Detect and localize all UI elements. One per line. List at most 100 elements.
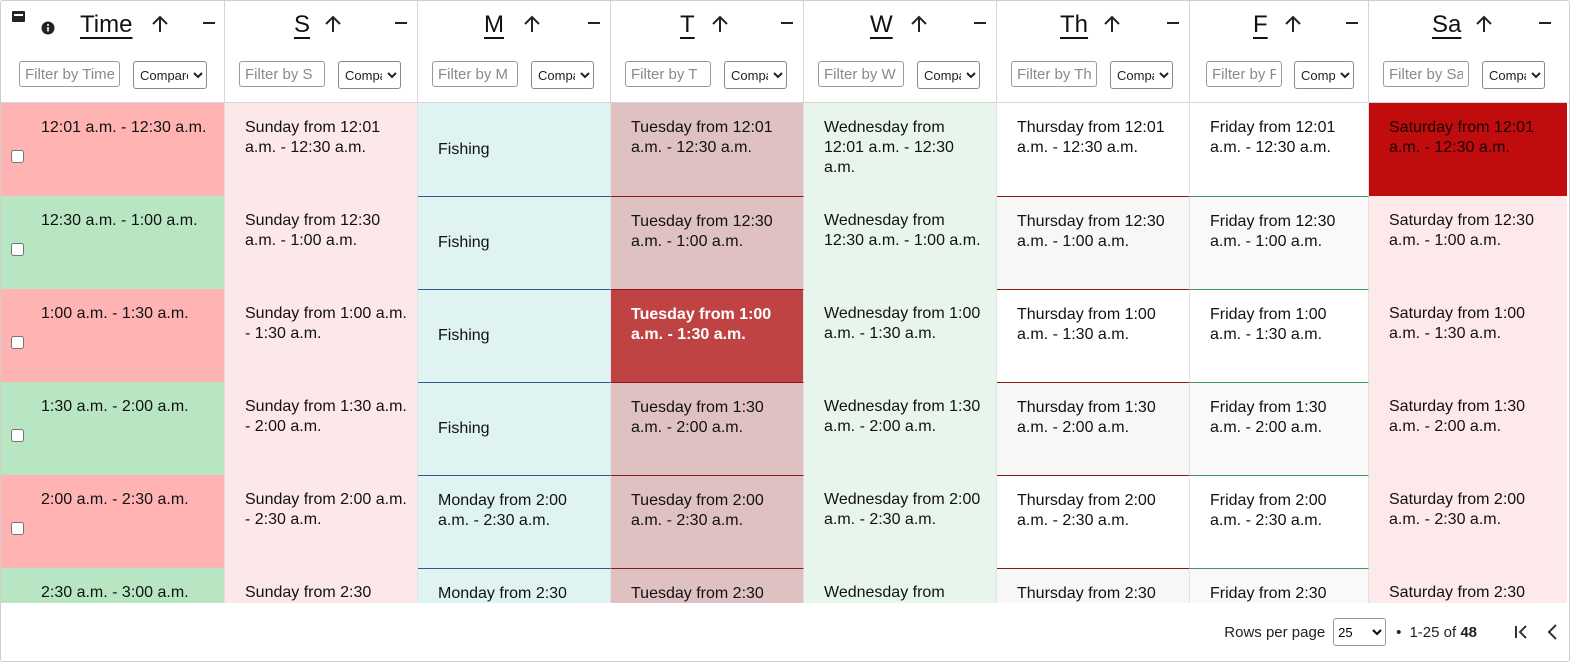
- compare-select[interactable]: Compare: [1294, 61, 1354, 89]
- cell-tuesday[interactable]: Tuesday from 2:00 a.m. - 2:30 a.m.: [611, 475, 804, 568]
- column-title[interactable]: F: [1253, 11, 1268, 38]
- table-row[interactable]: 2:30 a.m. - 3:00 a.m. Sunday from 2:30 Mon…: [1, 568, 1569, 603]
- cell-sunday[interactable]: Sunday from 12:30 a.m. - 1:00 a.m.: [225, 196, 418, 289]
- cell-friday[interactable]: Friday from 12:01 a.m. - 12:30 a.m.: [1190, 103, 1369, 196]
- collapse-column-icon[interactable]: [972, 14, 988, 32]
- sort-ascending-icon[interactable]: [322, 13, 344, 35]
- column-title[interactable]: Th: [1060, 11, 1089, 38]
- column-title[interactable]: S: [294, 11, 311, 38]
- column-filter-input[interactable]: [239, 61, 325, 87]
- compare-select[interactable]: Compare: [724, 61, 787, 89]
- cell-friday[interactable]: Friday from 12:30 a.m. - 1:00 a.m.: [1190, 196, 1369, 289]
- compare-select[interactable]: Compare: [1110, 61, 1173, 89]
- cell-sunday[interactable]: Sunday from 2:30: [225, 568, 418, 603]
- compare-select[interactable]: Compare: [531, 61, 594, 89]
- row-select-checkbox[interactable]: [11, 243, 24, 256]
- cell-monday[interactable]: Fishing: [418, 289, 611, 382]
- sort-ascending-icon[interactable]: [149, 13, 171, 35]
- sort-ascending-icon[interactable]: [908, 13, 930, 35]
- column-menu-icon[interactable]: [11, 10, 27, 24]
- rows-per-page-select[interactable]: 25: [1333, 618, 1387, 646]
- row-select-checkbox[interactable]: [11, 336, 24, 349]
- column-filter-input[interactable]: [432, 61, 518, 87]
- cell-tuesday[interactable]: Tuesday from 12:30 a.m. - 1:00 a.m.: [611, 196, 804, 289]
- cell-wednesday[interactable]: Wednesday from 2:00 a.m. - 2:30 a.m.: [804, 475, 997, 568]
- column-title[interactable]: W: [870, 11, 893, 38]
- collapse-column-icon[interactable]: [201, 14, 217, 32]
- cell-sunday[interactable]: Sunday from 2:00 a.m. - 2:30 a.m.: [225, 475, 418, 568]
- cell-tuesday[interactable]: Tuesday from 1:00 a.m. - 1:30 a.m.: [611, 289, 804, 382]
- cell-monday[interactable]: Monday from 2:00 a.m. - 2:30 a.m.: [418, 475, 611, 568]
- compare-select[interactable]: Compare: [1482, 61, 1545, 89]
- column-filter-input[interactable]: [1011, 61, 1097, 87]
- cell-friday[interactable]: Friday from 2:30: [1190, 568, 1369, 603]
- cell-saturday[interactable]: Saturday from 1:00 a.m. - 1:30 a.m.: [1369, 289, 1567, 382]
- collapse-column-icon[interactable]: [393, 14, 409, 32]
- info-icon[interactable]: [41, 21, 55, 35]
- table-row[interactable]: 12:30 a.m. - 1:00 a.m. Sunday from 12:30 …: [1, 196, 1569, 289]
- column-filter-input[interactable]: [625, 61, 711, 87]
- cell-time[interactable]: 12:30 a.m. - 1:00 a.m.: [1, 196, 225, 289]
- previous-page-icon[interactable]: [1537, 617, 1567, 647]
- cell-friday[interactable]: Friday from 1:30 a.m. - 2:00 a.m.: [1190, 382, 1369, 475]
- compare-select[interactable]: Compare: [338, 61, 401, 89]
- collapse-column-icon[interactable]: [586, 14, 602, 32]
- collapse-column-icon[interactable]: [1165, 14, 1181, 32]
- cell-wednesday[interactable]: Wednesday from 12:01 a.m. - 12:30 a.m.: [804, 103, 997, 196]
- cell-monday[interactable]: Fishing: [418, 196, 611, 289]
- cell-thursday[interactable]: Thursday from 2:30: [997, 568, 1190, 603]
- row-select-checkbox[interactable]: [11, 150, 24, 163]
- cell-tuesday[interactable]: Tuesday from 2:30: [611, 568, 804, 603]
- sort-ascending-icon[interactable]: [1282, 13, 1304, 35]
- column-filter-input[interactable]: [1206, 61, 1282, 87]
- cell-wednesday[interactable]: Wednesday from 1:30 a.m. - 2:00 a.m.: [804, 382, 997, 475]
- cell-wednesday[interactable]: Wednesday from 12:30 a.m. - 1:00 a.m.: [804, 196, 997, 289]
- cell-sunday[interactable]: Sunday from 1:00 a.m. - 1:30 a.m.: [225, 289, 418, 382]
- cell-time[interactable]: 2:30 a.m. - 3:00 a.m.: [1, 568, 225, 603]
- row-select-checkbox[interactable]: [11, 522, 24, 535]
- cell-time[interactable]: 1:30 a.m. - 2:00 a.m.: [1, 382, 225, 475]
- cell-tuesday[interactable]: Tuesday from 12:01 a.m. - 12:30 a.m.: [611, 103, 804, 196]
- sort-ascending-icon[interactable]: [709, 13, 731, 35]
- cell-saturday[interactable]: Saturday from 12:01 a.m. - 12:30 a.m.: [1369, 103, 1567, 196]
- cell-saturday[interactable]: Saturday from 1:30 a.m. - 2:00 a.m.: [1369, 382, 1567, 475]
- cell-thursday[interactable]: Thursday from 1:30 a.m. - 2:00 a.m.: [997, 382, 1190, 475]
- cell-thursday[interactable]: Thursday from 12:30 a.m. - 1:00 a.m.: [997, 196, 1190, 289]
- collapse-column-icon[interactable]: [1344, 14, 1360, 32]
- collapse-column-icon[interactable]: [779, 14, 795, 32]
- column-filter-input[interactable]: [1383, 61, 1469, 87]
- table-row[interactable]: 12:01 a.m. - 12:30 a.m. Sunday from 12:01…: [1, 103, 1569, 196]
- cell-wednesday[interactable]: Wednesday from 1:00 a.m. - 1:30 a.m.: [804, 289, 997, 382]
- cell-sunday[interactable]: Sunday from 1:30 a.m. - 2:00 a.m.: [225, 382, 418, 475]
- cell-thursday[interactable]: Thursday from 1:00 a.m. - 1:30 a.m.: [997, 289, 1190, 382]
- column-title[interactable]: Time: [80, 11, 133, 38]
- sort-ascending-icon[interactable]: [1473, 13, 1495, 35]
- cell-time[interactable]: 1:00 a.m. - 1:30 a.m.: [1, 289, 225, 382]
- cell-monday[interactable]: Fishing: [418, 382, 611, 475]
- column-title[interactable]: T: [680, 11, 695, 38]
- cell-saturday[interactable]: Saturday from 12:30 a.m. - 1:00 a.m.: [1369, 196, 1567, 289]
- cell-tuesday[interactable]: Tuesday from 1:30 a.m. - 2:00 a.m.: [611, 382, 804, 475]
- collapse-column-icon[interactable]: [1537, 14, 1553, 32]
- column-title[interactable]: M: [484, 11, 504, 38]
- sort-ascending-icon[interactable]: [521, 13, 543, 35]
- cell-sunday[interactable]: Sunday from 12:01 a.m. - 12:30 a.m.: [225, 103, 418, 196]
- table-row[interactable]: 2:00 a.m. - 2:30 a.m. Sunday from 2:00 a.…: [1, 475, 1569, 568]
- cell-saturday[interactable]: Saturday from 2:00 a.m. - 2:30 a.m.: [1369, 475, 1567, 568]
- cell-thursday[interactable]: Thursday from 12:01 a.m. - 12:30 a.m.: [997, 103, 1190, 196]
- cell-friday[interactable]: Friday from 2:00 a.m. - 2:30 a.m.: [1190, 475, 1369, 568]
- cell-thursday[interactable]: Thursday from 2:00 a.m. - 2:30 a.m.: [997, 475, 1190, 568]
- compare-select[interactable]: Compare: [917, 61, 980, 89]
- compare-select[interactable]: Compare: [133, 61, 207, 89]
- cell-monday[interactable]: Fishing: [418, 103, 611, 196]
- cell-saturday[interactable]: Saturday from 2:30: [1369, 568, 1567, 603]
- cell-time[interactable]: 12:01 a.m. - 12:30 a.m.: [1, 103, 225, 196]
- row-select-checkbox[interactable]: [11, 429, 24, 442]
- cell-wednesday[interactable]: Wednesday from: [804, 568, 997, 603]
- table-row[interactable]: 1:00 a.m. - 1:30 a.m. Sunday from 1:00 a.…: [1, 289, 1569, 382]
- cell-monday[interactable]: Monday from 2:30: [418, 568, 611, 603]
- column-filter-input[interactable]: [19, 61, 120, 87]
- cell-friday[interactable]: Friday from 1:00 a.m. - 1:30 a.m.: [1190, 289, 1369, 382]
- table-row[interactable]: 1:30 a.m. - 2:00 a.m. Sunday from 1:30 a.…: [1, 382, 1569, 475]
- column-title[interactable]: Sa: [1432, 11, 1462, 38]
